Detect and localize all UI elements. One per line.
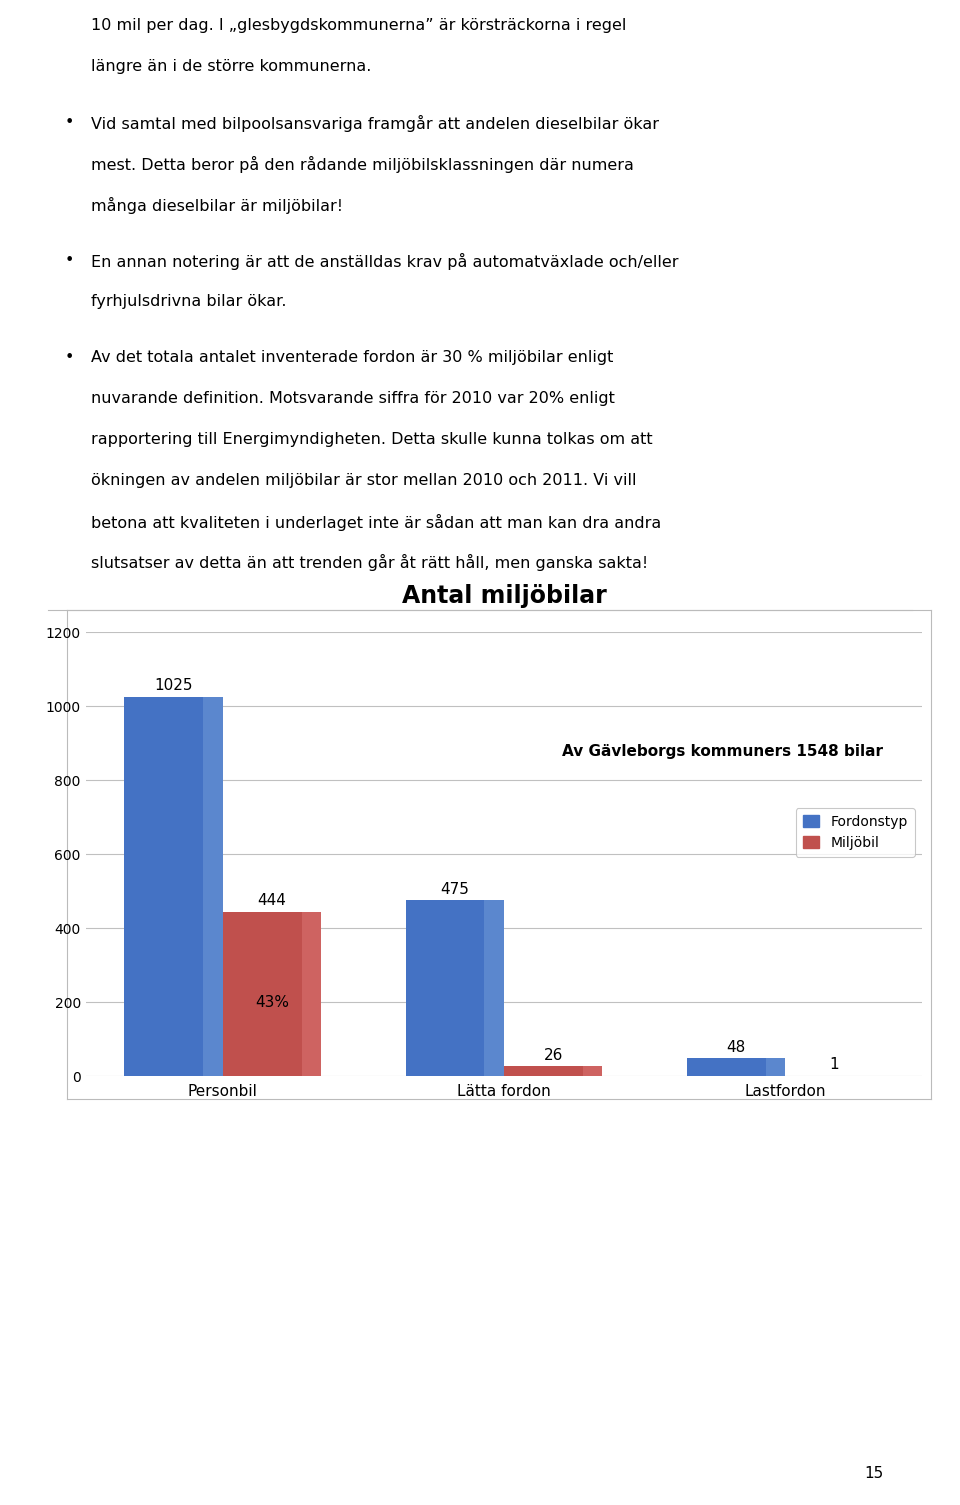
Text: 43%: 43%: [255, 995, 289, 1010]
Bar: [504, 1067, 603, 1076]
Bar: [765, 1058, 785, 1076]
Text: nuvarande definition. Motsvarande siffra för 2010 var 20% enligt: nuvarande definition. Motsvarande siffra…: [91, 391, 615, 406]
Bar: [583, 1067, 603, 1076]
Text: många dieselbilar är miljöbilar!: många dieselbilar är miljöbilar!: [91, 197, 344, 214]
Bar: [204, 697, 223, 1076]
Text: Av det totala antalet inventerade fordon är 30 % miljöbilar enligt: Av det totala antalet inventerade fordon…: [91, 349, 613, 364]
Bar: [405, 900, 504, 1076]
Text: Antal miljöbilar: Antal miljöbilar: [401, 584, 607, 608]
Text: •: •: [64, 114, 74, 129]
Text: ökningen av andelen miljöbilar är stor mellan 2010 och 2011. Vi vill: ökningen av andelen miljöbilar är stor m…: [91, 473, 636, 488]
Text: •: •: [64, 349, 74, 364]
Text: 1025: 1025: [155, 679, 193, 694]
Text: 1: 1: [829, 1057, 839, 1072]
Text: 26: 26: [543, 1047, 563, 1063]
Text: slutsatser av detta än att trenden går åt rätt håll, men ganska sakta!: slutsatser av detta än att trenden går å…: [91, 554, 648, 572]
Text: rapportering till Energimyndigheten. Detta skulle kunna tolkas om att: rapportering till Energimyndigheten. Det…: [91, 432, 653, 447]
Text: Vid samtal med bilpoolsansvariga framgår att andelen dieselbilar ökar: Vid samtal med bilpoolsansvariga framgår…: [91, 114, 660, 132]
Bar: [125, 697, 223, 1076]
Text: 475: 475: [441, 882, 469, 897]
Text: 15: 15: [864, 1466, 883, 1481]
Text: mest. Detta beror på den rådande miljöbilsklassningen där numera: mest. Detta beror på den rådande miljöbi…: [91, 157, 634, 173]
Text: 10 mil per dag. I „glesbygdskommunerna” är körsträckorna i regel: 10 mil per dag. I „glesbygdskommunerna” …: [91, 18, 627, 33]
Text: längre än i de större kommunerna.: längre än i de större kommunerna.: [91, 59, 372, 74]
Text: betona att kvaliteten i underlaget inte är sådan att man kan dra andra: betona att kvaliteten i underlaget inte …: [91, 513, 661, 531]
Text: 48: 48: [727, 1040, 746, 1055]
Text: •: •: [64, 253, 74, 268]
Bar: [484, 900, 504, 1076]
Legend: Fordonstyp, Miljöbil: Fordonstyp, Miljöbil: [796, 808, 915, 856]
Text: En annan notering är att de anställdas krav på automatväxlade och/eller: En annan notering är att de anställdas k…: [91, 253, 679, 269]
Text: 444: 444: [257, 892, 286, 908]
Bar: [686, 1058, 785, 1076]
Text: fyrhjulsdrivna bilar ökar.: fyrhjulsdrivna bilar ökar.: [91, 293, 287, 309]
Bar: [301, 912, 322, 1076]
Bar: [223, 912, 322, 1076]
Text: Av Gävleborgs kommuners 1548 bilar: Av Gävleborgs kommuners 1548 bilar: [563, 745, 883, 760]
